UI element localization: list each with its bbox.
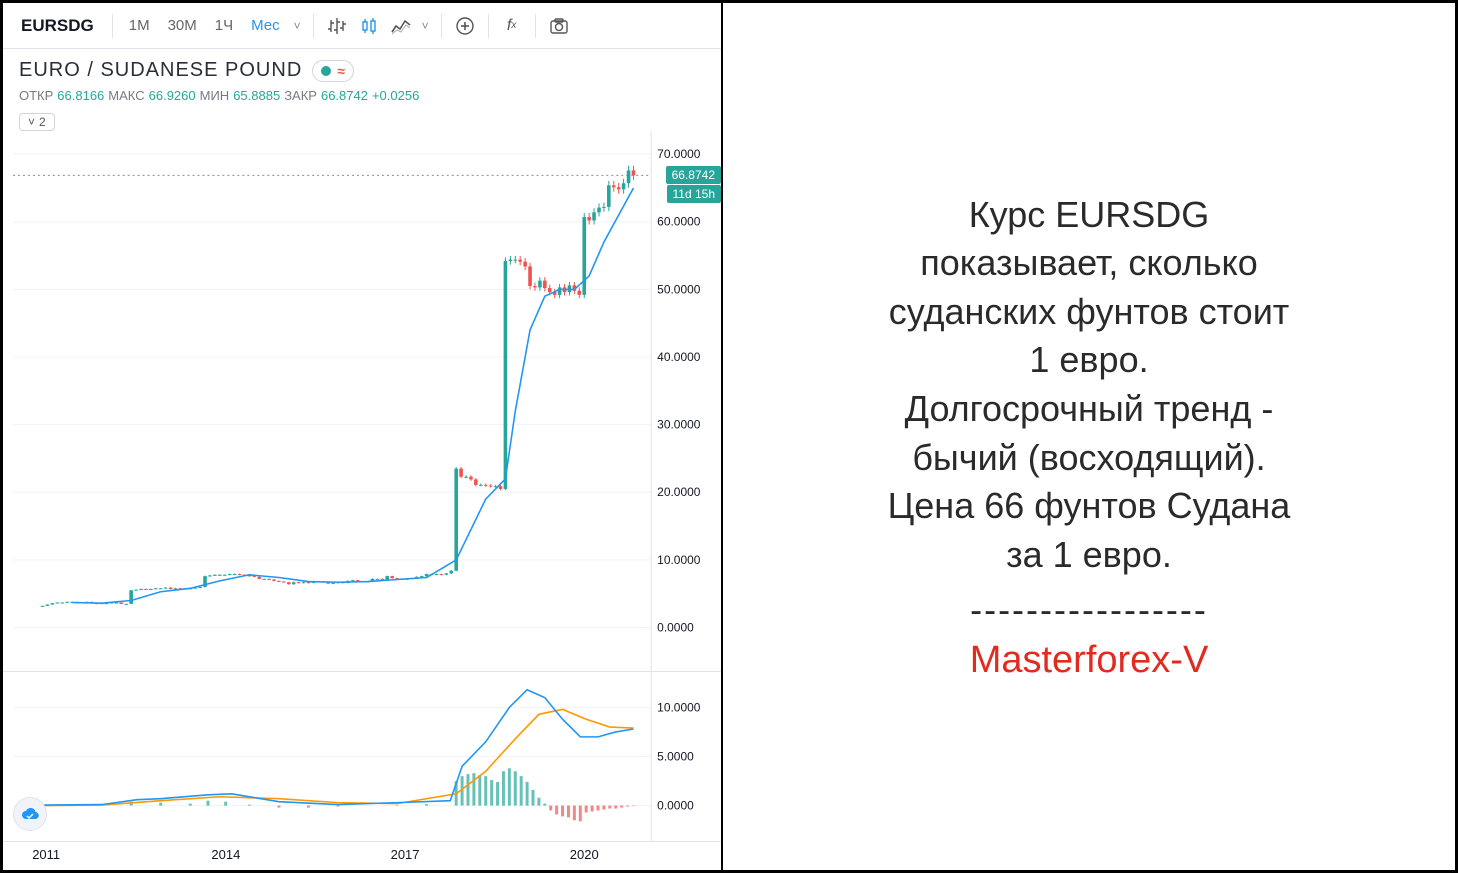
low-label: МИН (200, 88, 230, 103)
collapse-indicators-button[interactable]: ˅ 2 (19, 113, 55, 131)
bars-icon[interactable] (322, 11, 352, 41)
toolbar: EURSDG 1М 30М 1Ч Мес ˅ ˅ fx (3, 3, 721, 49)
desc-line: бычий (восходящий). (888, 434, 1291, 483)
svg-text:0.0000: 0.0000 (657, 799, 694, 813)
svg-text:30.0000: 30.0000 (657, 419, 701, 432)
fx-icon[interactable]: fx (497, 11, 527, 41)
price-chart[interactable]: 0.0000 10.0000 20.0000 30.0000 40.0000 50.000… (3, 131, 721, 672)
chart-stack: 0.0000 10.0000 20.0000 30.0000 40.0000 50.000… (3, 131, 721, 870)
timeframe-dropdown-icon[interactable]: ˅ (290, 19, 305, 33)
high-value: 66.9260 (149, 88, 196, 103)
indicator-chart[interactable]: 0.0000 5.0000 10.0000 (3, 672, 721, 842)
desc-line: показывает, сколько (888, 239, 1291, 288)
description-panel: Курс EURSDG показывает, сколько судански… (723, 3, 1455, 870)
year-label: 2011 (32, 847, 60, 862)
year-label: 2014 (211, 847, 240, 862)
indicators-dropdown-icon[interactable]: ˅ (418, 19, 433, 33)
change-value: +0.0256 (372, 88, 419, 103)
cloud-icon[interactable] (13, 797, 47, 831)
symbol-label[interactable]: EURSDG (11, 16, 104, 36)
low-value: 65.8885 (233, 88, 280, 103)
desc-line: Долгосрочный тренд - (888, 385, 1291, 434)
desc-line: Цена 66 фунтов Судана (888, 482, 1291, 531)
candles-icon[interactable] (354, 11, 384, 41)
time-axis: 2011 2014 2017 2020 (3, 842, 721, 870)
toolbar-divider (112, 14, 113, 38)
chart-panel: EURSDG 1М 30М 1Ч Мес ˅ ˅ fx (3, 3, 723, 870)
indicators-icon[interactable] (386, 11, 416, 41)
app-frame: EURSDG 1М 30М 1Ч Мес ˅ ˅ fx (0, 0, 1458, 873)
status-dot-icon (321, 66, 331, 76)
timeframe-month[interactable]: Мес (243, 13, 288, 38)
separator: ----------------- (970, 589, 1208, 631)
high-label: МАКС (108, 88, 144, 103)
svg-text:40.0000: 40.0000 (657, 351, 701, 364)
desc-line: Курс EURSDG (888, 191, 1291, 240)
svg-text:10.0000: 10.0000 (657, 554, 701, 567)
desc-line: за 1 евро. (888, 531, 1291, 580)
current-price-badge: 66.8742 (666, 166, 721, 184)
chevron-down-icon: ˅ (28, 115, 35, 129)
svg-text:70.0000: 70.0000 (657, 148, 701, 161)
close-label: ЗАКР (284, 88, 317, 103)
timeframe-30m[interactable]: 30М (160, 13, 205, 38)
year-label: 2020 (570, 847, 599, 862)
toolbar-divider (313, 14, 314, 38)
ohlc-row: ОТКР 66.8166 МАКС 66.9260 МИН65.8885 ЗАКР 6… (3, 86, 721, 109)
pair-title: EURO / SUDANESE POUND (19, 59, 302, 82)
brand-label: Masterforex-V (970, 639, 1209, 682)
toolbar-divider (488, 14, 489, 38)
pair-header: EURO / SUDANESE POUND ≈ (3, 49, 721, 86)
svg-text:20.0000: 20.0000 (657, 486, 701, 499)
svg-text:60.0000: 60.0000 (657, 216, 701, 229)
svg-text:5.0000: 5.0000 (657, 749, 694, 763)
pair-badges[interactable]: ≈ (312, 60, 354, 82)
svg-text:50.0000: 50.0000 (657, 283, 701, 296)
toolbar-divider (535, 14, 536, 38)
timeframe-1h[interactable]: 1Ч (207, 13, 241, 38)
close-value: 66.8742 (321, 88, 368, 103)
open-value: 66.8166 (57, 88, 104, 103)
svg-text:0.0000: 0.0000 (657, 622, 694, 635)
desc-line: суданских фунтов стоит (888, 288, 1291, 337)
camera-icon[interactable] (544, 11, 574, 41)
add-icon[interactable] (450, 11, 480, 41)
toolbar-divider (441, 14, 442, 38)
desc-line: 1 евро. (888, 336, 1291, 385)
collapse-count: 2 (39, 115, 46, 129)
open-label: ОТКР (19, 88, 53, 103)
description-text: Курс EURSDG показывает, сколько судански… (888, 191, 1291, 580)
svg-text:10.0000: 10.0000 (657, 700, 701, 714)
year-label: 2017 (391, 847, 420, 862)
countdown-badge: 11d 15h (667, 185, 722, 203)
timeframe-1m[interactable]: 1М (121, 13, 158, 38)
approx-icon: ≈ (337, 63, 345, 79)
